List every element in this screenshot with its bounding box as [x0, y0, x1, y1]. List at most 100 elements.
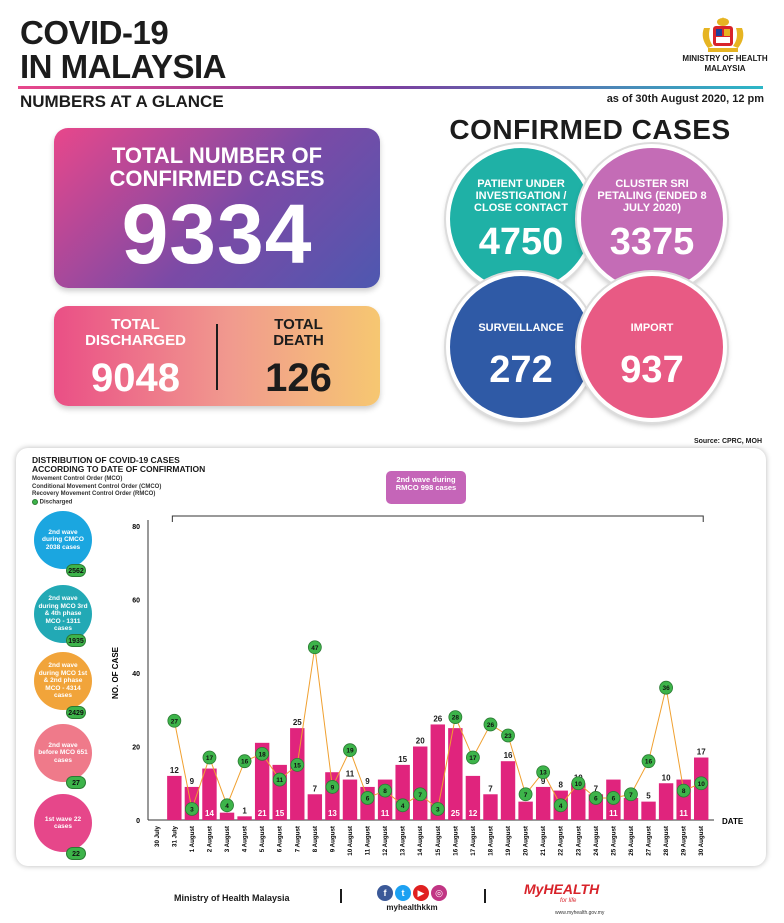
bar — [518, 801, 533, 820]
x-tick-label: 30 August — [698, 826, 705, 856]
ministry-label: MINISTRY OF HEALTH MALAYSIA — [682, 54, 768, 73]
wave-badge-before-mco: 27 — [66, 776, 86, 789]
bar-value-label: 11 — [679, 809, 688, 818]
bar-value-label: 9 — [365, 777, 370, 786]
bar — [641, 801, 656, 820]
legend-mco: Movement Control Order (MCO) — [32, 476, 123, 482]
x-tick-label: 15 August — [435, 826, 442, 856]
discharged-value-label: 26 — [487, 722, 495, 729]
twitter-icon[interactable]: t — [395, 885, 411, 901]
bar-value-label: 14 — [205, 809, 214, 818]
social-handle[interactable]: myhealthkkm — [386, 903, 438, 912]
bar-value-label: 26 — [433, 714, 442, 723]
discharged-value-label: 9 — [331, 784, 335, 791]
bar — [483, 794, 498, 820]
discharged-value-label: 27 — [171, 718, 179, 725]
youtube-icon[interactable]: ▶ — [413, 885, 429, 901]
x-tick-label: 13 August — [400, 826, 407, 856]
bar — [237, 816, 252, 820]
discharged-death-card: TOTAL DISCHARGED 9048 TOTAL DEATH 126 — [54, 306, 380, 406]
malaysia-coat-of-arms-icon — [702, 17, 744, 52]
discharged-point — [694, 776, 709, 791]
y-tick-label: 60 — [132, 598, 140, 605]
discharged-value-label: 17 — [206, 755, 214, 762]
discharged-value-label: 10 — [698, 781, 706, 788]
bar — [219, 812, 235, 820]
total-confirmed-label: TOTAL NUMBER OF CONFIRMED CASES — [109, 143, 325, 191]
bar — [571, 783, 586, 820]
source-note: Source: CPRC, MOH — [693, 438, 762, 445]
title-line-2: IN MALAYSIA — [20, 48, 226, 85]
myhealth-url[interactable]: www.myhealth.gov.my — [555, 910, 605, 916]
bar — [535, 786, 551, 820]
discharged-point — [571, 776, 586, 791]
discharged-value-label: 47 — [311, 645, 319, 652]
card-divider — [216, 324, 218, 390]
footer-divider-2 — [484, 889, 486, 903]
discharged-point — [501, 728, 515, 743]
discharged-point — [606, 791, 621, 805]
distribution-title: DISTRIBUTION OF COVID-19 CASES ACCORDING… — [32, 455, 206, 474]
rmco-bracket — [171, 515, 704, 522]
death-label: TOTAL DEATH — [273, 316, 324, 349]
wave-badge-cmco: 2562 — [66, 564, 86, 577]
title-divider — [18, 86, 763, 89]
x-tick-label: 12 August — [382, 826, 389, 856]
bar-value-label: 25 — [293, 718, 302, 727]
discharged-point — [483, 717, 498, 732]
facebook-icon[interactable]: f — [377, 885, 393, 901]
wave-bubble-mco-1-2: 2nd wave during MCO 1st & 2nd phase MCO … — [34, 652, 92, 710]
x-tick-label: 3 August — [224, 826, 231, 852]
wave-badge-mco-3-4: 1935 — [66, 634, 86, 647]
x-tick-label: 18 August — [487, 826, 494, 856]
bar-value-label: 9 — [190, 777, 195, 786]
discharged-value-label: 23 — [504, 733, 512, 740]
discharged-dot-icon — [32, 498, 38, 505]
bar — [500, 761, 516, 820]
discharged-point — [220, 798, 234, 813]
discharged-value-label: 10 — [575, 781, 583, 788]
x-tick-label: 30 July — [154, 825, 161, 847]
total-confirmed-value: 9334 — [121, 187, 313, 281]
bar-value-label: 20 — [416, 737, 425, 746]
rmco-callout: 2nd wave during RMCO 998 cases — [386, 471, 466, 504]
bar-value-label: 12 — [170, 766, 179, 775]
import-circle: IMPORT 937 — [577, 272, 727, 422]
pui-label: PATIENT UNDER INVESTIGATION / CLOSE CONT… — [474, 178, 568, 214]
death-value: 126 — [265, 356, 332, 400]
wave-bubble-before-mco: 2nd wave before MCO 651 cases — [34, 724, 92, 782]
x-tick-label: 20 August — [523, 826, 530, 856]
x-tick-label: 29 August — [681, 826, 688, 856]
footer-ministry: Ministry of Health Malaysia — [174, 893, 290, 903]
wave-badge-mco-1-2: 2429 — [66, 706, 86, 719]
discharged-point — [272, 772, 287, 787]
x-tick-label: 2 August — [206, 826, 213, 852]
footer-divider-1 — [340, 889, 342, 903]
y-tick-label: 80 — [132, 524, 140, 531]
y-axis-label: NO. OF CASE — [111, 646, 120, 699]
bar — [307, 794, 323, 820]
discharged-point — [360, 791, 375, 805]
discharged-point — [413, 787, 428, 802]
bar-value-label: 10 — [662, 773, 671, 782]
page-subtitle: NUMBERS AT A GLANCE — [20, 92, 224, 111]
discharged-point — [185, 802, 199, 816]
legend-cmco: Conditional Movement Control Order (CMCO… — [32, 483, 162, 490]
bar-value-label: 9 — [541, 777, 546, 786]
discharged-value-label: 7 — [418, 792, 422, 799]
x-tick-label: 28 August — [663, 826, 670, 856]
legend-discharged: Discharged — [32, 498, 161, 507]
discharged-point — [588, 791, 603, 805]
import-value: 937 — [620, 349, 684, 391]
bar-value-label: 16 — [504, 751, 513, 760]
discharged-point — [395, 798, 410, 813]
instagram-icon[interactable]: ◎ — [431, 885, 447, 901]
social-links: f t ▶ ◎ myhealthkkm — [370, 883, 454, 912]
bar — [202, 768, 217, 820]
discharged-value-label: 6 — [366, 795, 370, 802]
total-confirmed-card: TOTAL NUMBER OF CONFIRMED CASES 9334 — [54, 128, 380, 288]
bar-value-label: 15 — [398, 755, 407, 764]
discharged-point — [237, 754, 252, 769]
x-axis-label: DATE — [722, 817, 744, 826]
cluster-value: 3375 — [609, 221, 695, 263]
